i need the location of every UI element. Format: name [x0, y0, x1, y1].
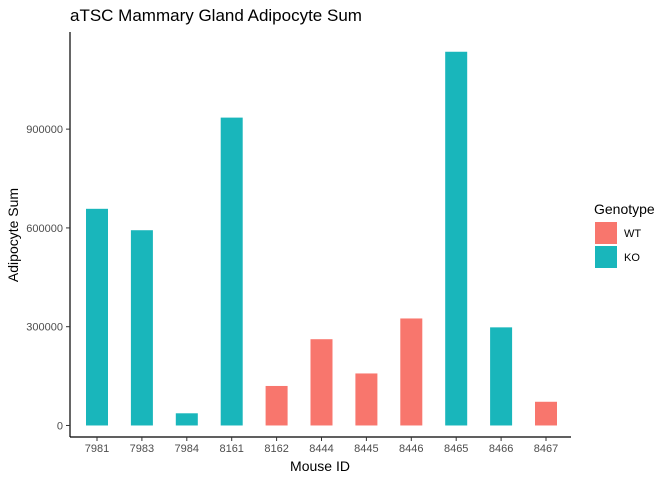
x-tick-label: 8162 [264, 443, 288, 455]
x-tick-label: 8444 [309, 443, 333, 455]
bar-8162 [265, 385, 288, 426]
x-tick-label: 8446 [399, 443, 423, 455]
legend: Genotype WT KO [594, 201, 655, 268]
legend-entries: WT KO [595, 222, 641, 268]
plot-area: 0 300000 600000 900000 7981 7983 7984 8161 8162… [26, 32, 571, 455]
y-tick-label: 900000 [26, 124, 63, 136]
legend-key-ko [595, 246, 617, 268]
y-tick-label: 0 [57, 420, 63, 432]
bar-8446 [400, 318, 423, 426]
bar-8445 [355, 373, 378, 426]
x-tick-label: 8467 [534, 443, 558, 455]
x-axis-title: Mouse ID [290, 458, 350, 474]
bars [86, 51, 557, 426]
legend-key-wt [595, 222, 617, 244]
bar-8161 [220, 117, 243, 426]
legend-label-wt: WT [624, 228, 641, 240]
x-tick-label: 7984 [175, 443, 199, 455]
y-axis-ticks: 0 300000 600000 900000 [26, 124, 70, 432]
chart-title: aTSC Mammary Gland Adipocyte Sum [70, 6, 362, 25]
y-axis-title: Adipocyte Sum [5, 188, 21, 282]
x-tick-label: 8466 [489, 443, 513, 455]
x-tick-label: 8161 [219, 443, 243, 455]
x-tick-label: 7983 [130, 443, 154, 455]
legend-title: Genotype [594, 201, 655, 217]
y-tick-label: 600000 [26, 223, 63, 235]
bar-7981 [86, 208, 108, 426]
bar-8444 [310, 339, 333, 426]
y-tick-label: 300000 [26, 322, 63, 334]
bar-8467 [535, 401, 557, 426]
bar-7984 [175, 413, 198, 426]
bar-8465 [445, 51, 468, 426]
x-tick-label: 7981 [85, 443, 109, 455]
legend-label-ko: KO [624, 252, 640, 264]
x-tick-label: 8465 [444, 443, 468, 455]
x-tick-label: 8445 [354, 443, 378, 455]
bar-8466 [490, 327, 513, 426]
bar-7983 [130, 230, 153, 426]
x-axis-ticks: 7981 7983 7984 8161 8162 8444 8445 8446 8465 8466… [85, 437, 558, 455]
